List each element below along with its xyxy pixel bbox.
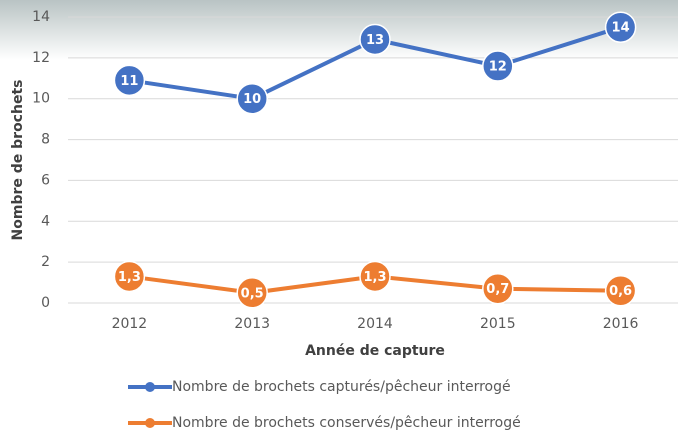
y-tick-label: 2 xyxy=(41,254,50,270)
data-label: 0,6 xyxy=(609,284,632,299)
legend: Nombre de brochets capturés/pêcheur inte… xyxy=(128,379,521,431)
x-tick-label: 2012 xyxy=(112,316,148,332)
data-label: 11 xyxy=(120,74,138,89)
background-photo xyxy=(0,0,678,60)
data-label: 12 xyxy=(489,60,507,75)
x-axis-title: Année de capture xyxy=(305,343,445,359)
legend-marker xyxy=(145,382,155,392)
data-label: 0,5 xyxy=(241,286,264,301)
data-label: 14 xyxy=(612,21,630,36)
y-tick-label: 0 xyxy=(41,295,50,311)
data-label: 0,7 xyxy=(486,282,509,297)
y-tick-label: 10 xyxy=(32,91,50,107)
x-tick-label: 2016 xyxy=(603,316,639,332)
legend-marker xyxy=(145,418,155,428)
data-label: 13 xyxy=(366,33,384,48)
y-tick-label: 6 xyxy=(41,172,50,188)
data-label: 1,3 xyxy=(363,270,386,285)
data-label: 1,3 xyxy=(118,270,141,285)
legend-label: Nombre de brochets conservés/pêcheur int… xyxy=(172,415,521,431)
data-label: 10 xyxy=(243,92,261,107)
y-tick-label: 8 xyxy=(41,132,50,148)
y-axis-title: Nombre de brochets xyxy=(10,80,26,241)
chart: Nombre de brochets Année de capture Nomb… xyxy=(0,0,678,434)
x-tick-label: 2014 xyxy=(357,316,393,332)
y-tick-label: 4 xyxy=(41,213,50,229)
legend-label: Nombre de brochets capturés/pêcheur inte… xyxy=(172,379,511,395)
y-tick-label: 14 xyxy=(32,9,50,25)
x-tick-label: 2013 xyxy=(234,316,270,332)
x-tick-label: 2015 xyxy=(480,316,516,332)
y-tick-label: 12 xyxy=(32,50,50,66)
